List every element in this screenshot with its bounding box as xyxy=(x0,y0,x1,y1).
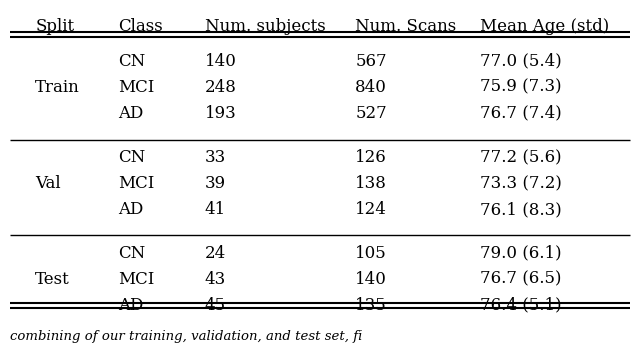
Text: Class: Class xyxy=(118,18,163,35)
Text: 33: 33 xyxy=(205,150,226,167)
Text: 77.2 (5.6): 77.2 (5.6) xyxy=(480,150,562,167)
Text: Split: Split xyxy=(35,18,74,35)
Text: 76.1 (8.3): 76.1 (8.3) xyxy=(480,202,562,219)
Text: CN: CN xyxy=(118,53,146,70)
Text: 140: 140 xyxy=(205,53,237,70)
Text: 24: 24 xyxy=(205,245,226,262)
Text: Num. subjects: Num. subjects xyxy=(205,18,326,35)
Text: 41: 41 xyxy=(205,202,226,219)
Text: MCI: MCI xyxy=(118,175,155,192)
Text: 105: 105 xyxy=(355,245,387,262)
Text: 138: 138 xyxy=(355,175,387,192)
Text: 193: 193 xyxy=(205,104,237,121)
Text: 43: 43 xyxy=(205,270,226,287)
Text: Num. Scans: Num. Scans xyxy=(355,18,456,35)
Text: 45: 45 xyxy=(205,297,226,313)
Text: 135: 135 xyxy=(355,297,387,313)
Text: 248: 248 xyxy=(205,78,237,96)
Text: CN: CN xyxy=(118,245,146,262)
Text: combining of our training, validation, and test set, fi: combining of our training, validation, a… xyxy=(10,330,362,343)
Text: Mean Age (std): Mean Age (std) xyxy=(480,18,609,35)
Text: 77.0 (5.4): 77.0 (5.4) xyxy=(480,53,562,70)
Text: Val: Val xyxy=(35,175,61,192)
Text: 76.7 (7.4): 76.7 (7.4) xyxy=(480,104,562,121)
Text: 73.3 (7.2): 73.3 (7.2) xyxy=(480,175,562,192)
Text: 126: 126 xyxy=(355,150,387,167)
Text: 124: 124 xyxy=(355,202,387,219)
Text: 75.9 (7.3): 75.9 (7.3) xyxy=(480,78,562,96)
Text: Test: Test xyxy=(35,270,70,287)
Text: 840: 840 xyxy=(355,78,387,96)
Text: MCI: MCI xyxy=(118,270,155,287)
Text: 140: 140 xyxy=(355,270,387,287)
Text: CN: CN xyxy=(118,150,146,167)
Text: 567: 567 xyxy=(355,53,387,70)
Text: AD: AD xyxy=(118,202,144,219)
Text: AD: AD xyxy=(118,297,144,313)
Text: 76.7 (6.5): 76.7 (6.5) xyxy=(480,270,561,287)
Text: MCI: MCI xyxy=(118,78,155,96)
Text: Train: Train xyxy=(35,78,80,96)
Text: 76.4 (5.1): 76.4 (5.1) xyxy=(480,297,562,313)
Text: 79.0 (6.1): 79.0 (6.1) xyxy=(480,245,562,262)
Text: AD: AD xyxy=(118,104,144,121)
Text: 39: 39 xyxy=(205,175,226,192)
Text: 527: 527 xyxy=(355,104,387,121)
